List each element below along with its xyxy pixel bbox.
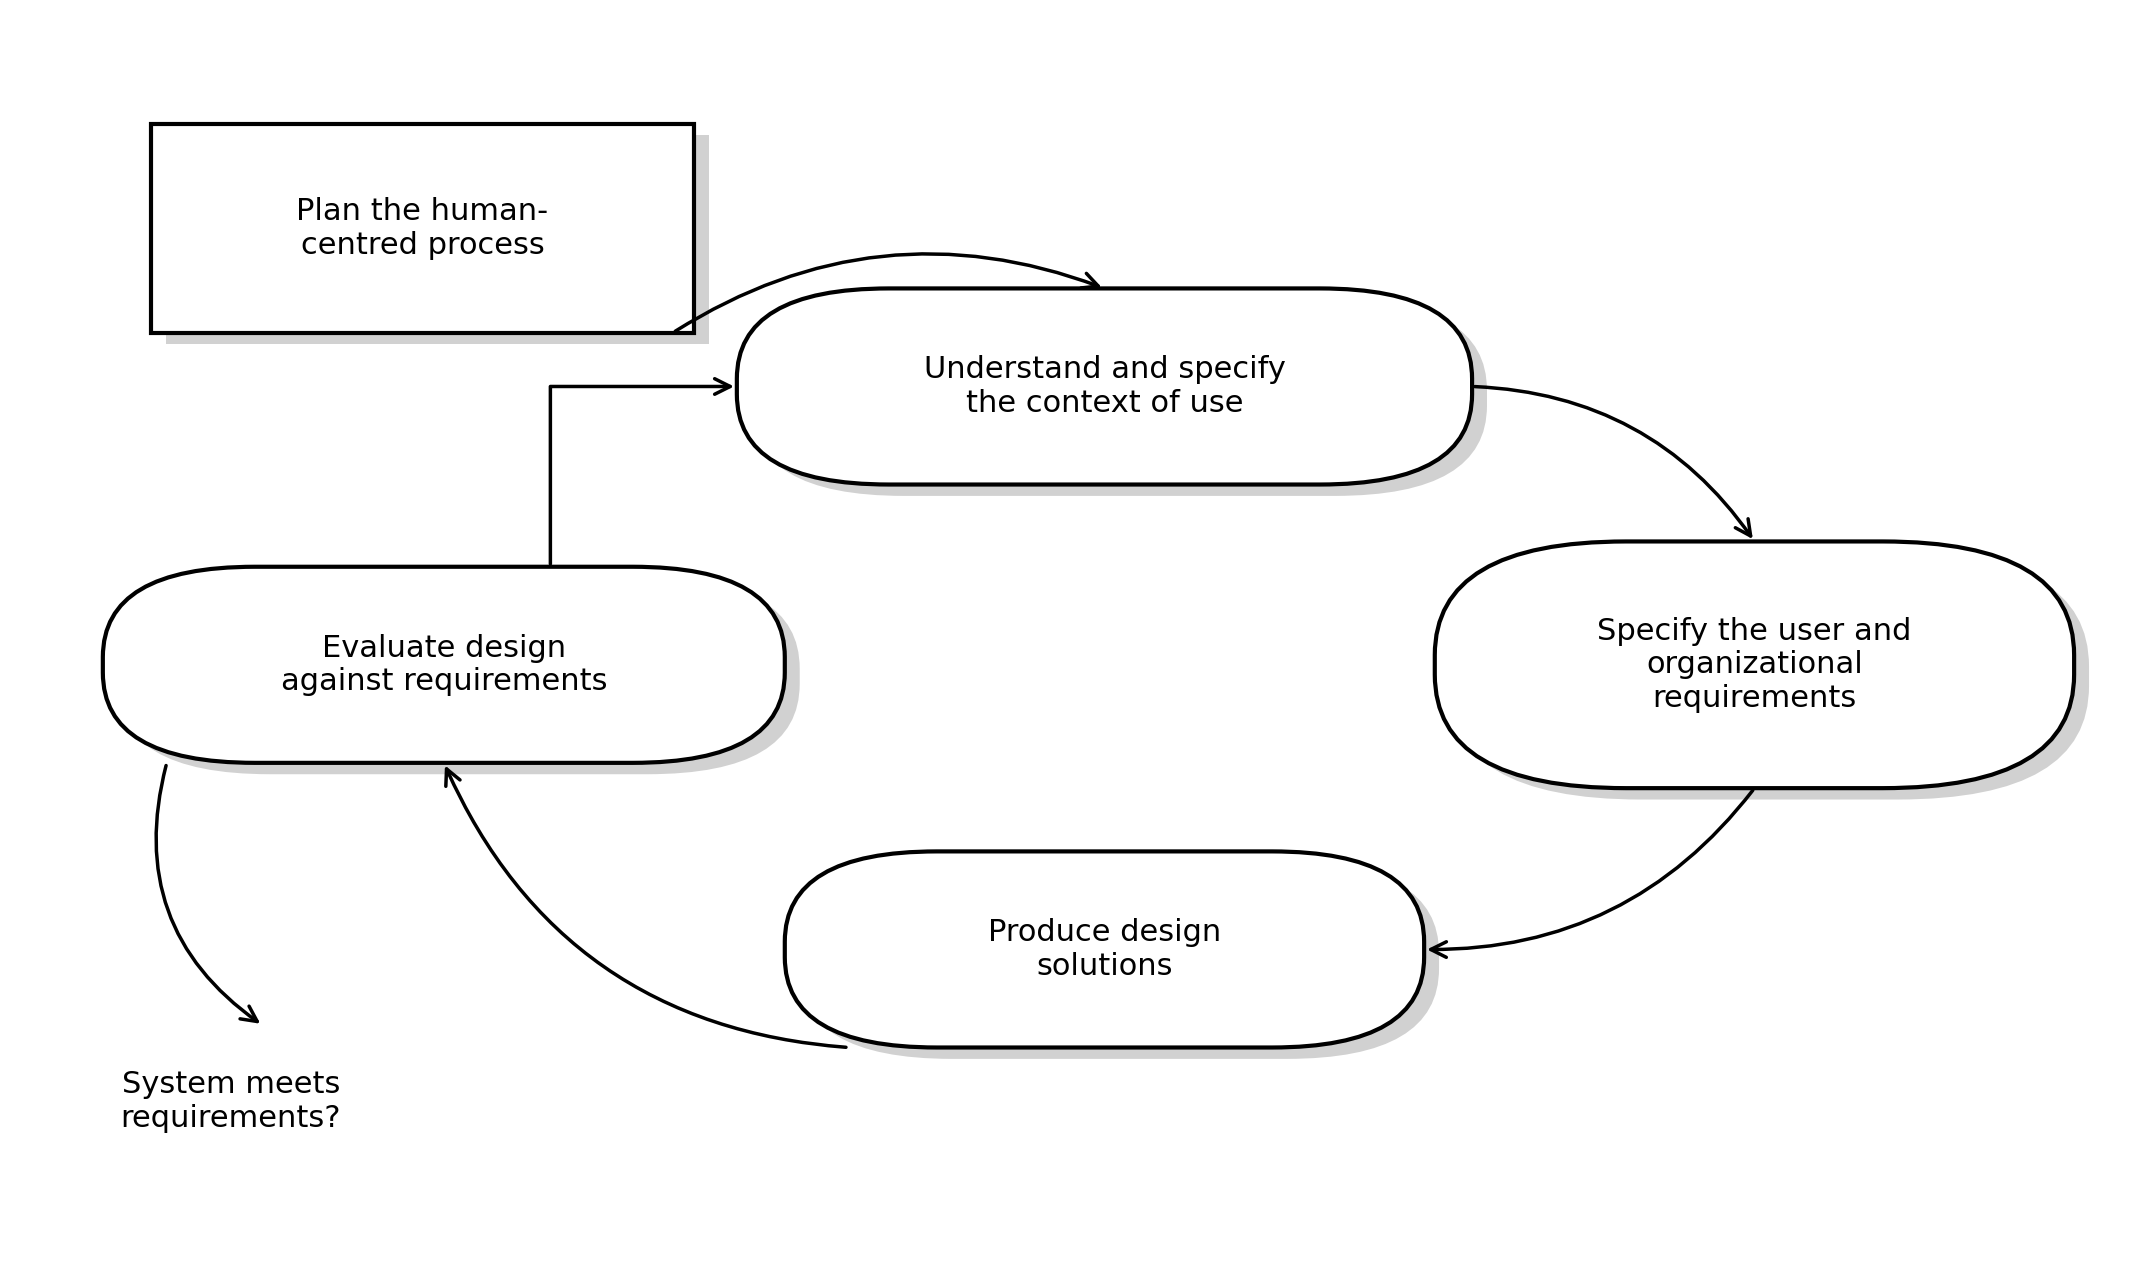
- Text: System meets
requirements?: System meets requirements?: [120, 1071, 341, 1133]
- FancyBboxPatch shape: [150, 124, 695, 333]
- Text: Plan the human-
centred process: Plan the human- centred process: [296, 197, 549, 260]
- FancyBboxPatch shape: [785, 852, 1424, 1048]
- Text: Produce design
solutions: Produce design solutions: [989, 918, 1221, 981]
- FancyBboxPatch shape: [103, 567, 785, 762]
- Text: Evaluate design
against requirements: Evaluate design against requirements: [281, 633, 607, 696]
- FancyBboxPatch shape: [1450, 553, 2089, 799]
- Text: Specify the user and
organizational
requirements: Specify the user and organizational requ…: [1598, 616, 1911, 712]
- FancyBboxPatch shape: [165, 136, 710, 344]
- Text: Understand and specify
the context of use: Understand and specify the context of us…: [924, 356, 1285, 418]
- FancyBboxPatch shape: [118, 578, 800, 774]
- FancyBboxPatch shape: [738, 289, 1471, 485]
- FancyBboxPatch shape: [1435, 541, 2074, 788]
- FancyBboxPatch shape: [751, 299, 1486, 496]
- FancyBboxPatch shape: [800, 863, 1439, 1059]
